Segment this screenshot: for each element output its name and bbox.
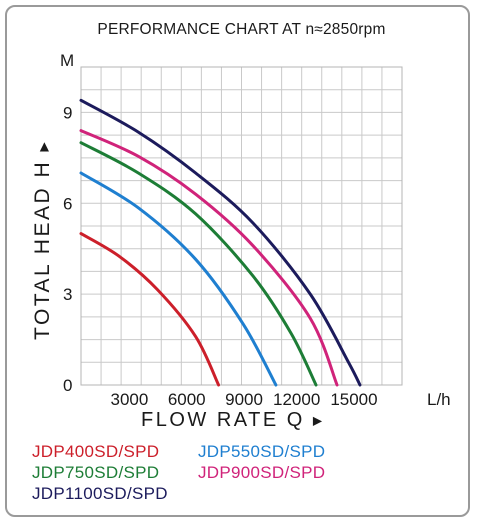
x-axis-label: FLOW RATE Q ▶ <box>141 409 322 432</box>
y-unit-label: M <box>60 51 74 70</box>
x-unit-label: L/h <box>427 390 451 409</box>
x-tick-label: 3000 <box>110 390 148 409</box>
y-tick-label: 3 <box>63 285 72 304</box>
curves <box>79 98 362 387</box>
series-line-jdp400sd-spd <box>79 232 221 387</box>
legend-item-jdp400: JDP400SD/SPD <box>32 442 160 461</box>
legend-item-jdp550: JDP550SD/SPD <box>198 442 326 461</box>
arrow-right-icon: ▶ <box>312 413 323 428</box>
y-tick-label: 6 <box>63 194 72 213</box>
series-line-jdp750sd-spd <box>79 141 318 387</box>
x-tick-label: 12000 <box>273 390 320 409</box>
y-axis-label: TOTAL HEAD H ▶ <box>31 140 55 340</box>
x-tick-label: 9000 <box>225 390 263 409</box>
chart-frame <box>5 5 470 517</box>
chart-title: PERFORMANCE CHART AT n≈2850rpm <box>97 21 386 38</box>
legend-item-jdp1100: JDP1100SD/SPD <box>32 484 168 503</box>
series-line-jdp550sd-spd <box>79 171 278 387</box>
tick-labels: 0 3 6 9 M 3000 6000 9000 12000 15000 L/h <box>60 51 451 409</box>
y-axis-label-text: TOTAL HEAD H <box>31 159 54 340</box>
grid <box>80 66 403 386</box>
x-axis-label-text: FLOW RATE Q <box>141 409 305 431</box>
series-line-jdp1100sd-spd <box>79 98 362 387</box>
plot-border <box>80 66 403 386</box>
x-tick-label: 15000 <box>330 390 377 409</box>
legend-item-jdp900: JDP900SD/SPD <box>198 463 326 482</box>
series-line-jdp900sd-spd <box>79 129 339 387</box>
y-tick-label: 9 <box>63 103 72 122</box>
legend-item-jdp750: JDP750SD/SPD <box>32 463 160 482</box>
y-tick-label: 0 <box>63 376 72 395</box>
arrow-up-icon: ▶ <box>36 142 51 152</box>
x-tick-label: 6000 <box>168 390 206 409</box>
